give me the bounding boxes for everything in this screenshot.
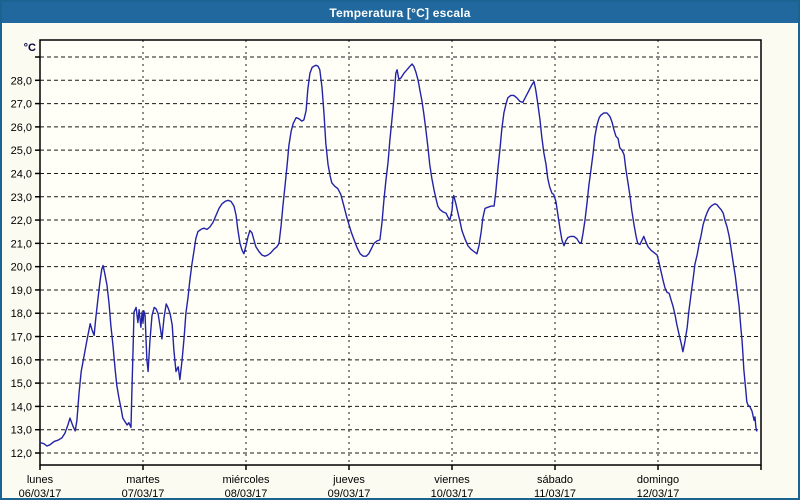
y-tick-label: 19,0 <box>11 285 32 297</box>
y-tick-label: 18,0 <box>11 308 32 320</box>
y-tick-label: 17,0 <box>11 332 32 344</box>
day-date-label: 10/03/17 <box>431 488 474 498</box>
y-tick-label: 16,0 <box>11 355 32 367</box>
plot-frame <box>39 39 762 466</box>
y-unit-label: °C <box>24 42 36 54</box>
y-tick-label: 13,0 <box>11 425 32 437</box>
day-date-label: 09/03/17 <box>328 488 371 498</box>
day-date-label: 11/03/17 <box>534 488 576 498</box>
title-bar: Temperatura [°C] escala <box>2 2 798 23</box>
y-tick-label: 24,0 <box>11 168 32 180</box>
y-tick-label: 15,0 <box>11 378 32 390</box>
day-name-label: sábado <box>537 474 573 486</box>
y-tick-label: 23,0 <box>11 192 32 204</box>
y-tick-label: 28,0 <box>11 75 32 87</box>
day-name-label: viernes <box>434 474 470 486</box>
plot-background <box>40 40 761 465</box>
y-tick-label: 20,0 <box>11 262 32 274</box>
day-date-label: 12/03/17 <box>637 488 680 498</box>
day-date-label: 06/03/17 <box>19 488 62 498</box>
day-name-label: miércoles <box>222 474 270 486</box>
day-name-label: lunes <box>27 474 54 486</box>
day-name-label: martes <box>126 474 160 486</box>
day-date-label: 07/03/17 <box>122 488 165 498</box>
y-tick-label: 25,0 <box>11 145 32 157</box>
chart-title: Temperatura [°C] escala <box>329 5 471 20</box>
y-tick-label: 12,0 <box>11 448 32 460</box>
y-tick-label: 27,0 <box>11 99 32 111</box>
day-date-label: 08/03/17 <box>225 488 268 498</box>
day-name-label: domingo <box>637 474 679 486</box>
temperature-series-line <box>39 63 758 447</box>
y-tick-label: 21,0 <box>11 238 32 250</box>
y-tick-label: 14,0 <box>11 401 32 413</box>
y-tick-label: 22,0 <box>11 215 32 227</box>
temperature-line-chart: 12,0 13,0 14,0 15,0 16,0 17,0 18,0 19,0 20,0 21,0… <box>11 39 762 498</box>
chart-area: 12,0 13,0 14,0 15,0 16,0 17,0 18,0 19,0 20,0 21,0… <box>2 23 798 498</box>
day-name-label: jueves <box>332 474 365 486</box>
y-tick-label: 26,0 <box>11 122 32 134</box>
